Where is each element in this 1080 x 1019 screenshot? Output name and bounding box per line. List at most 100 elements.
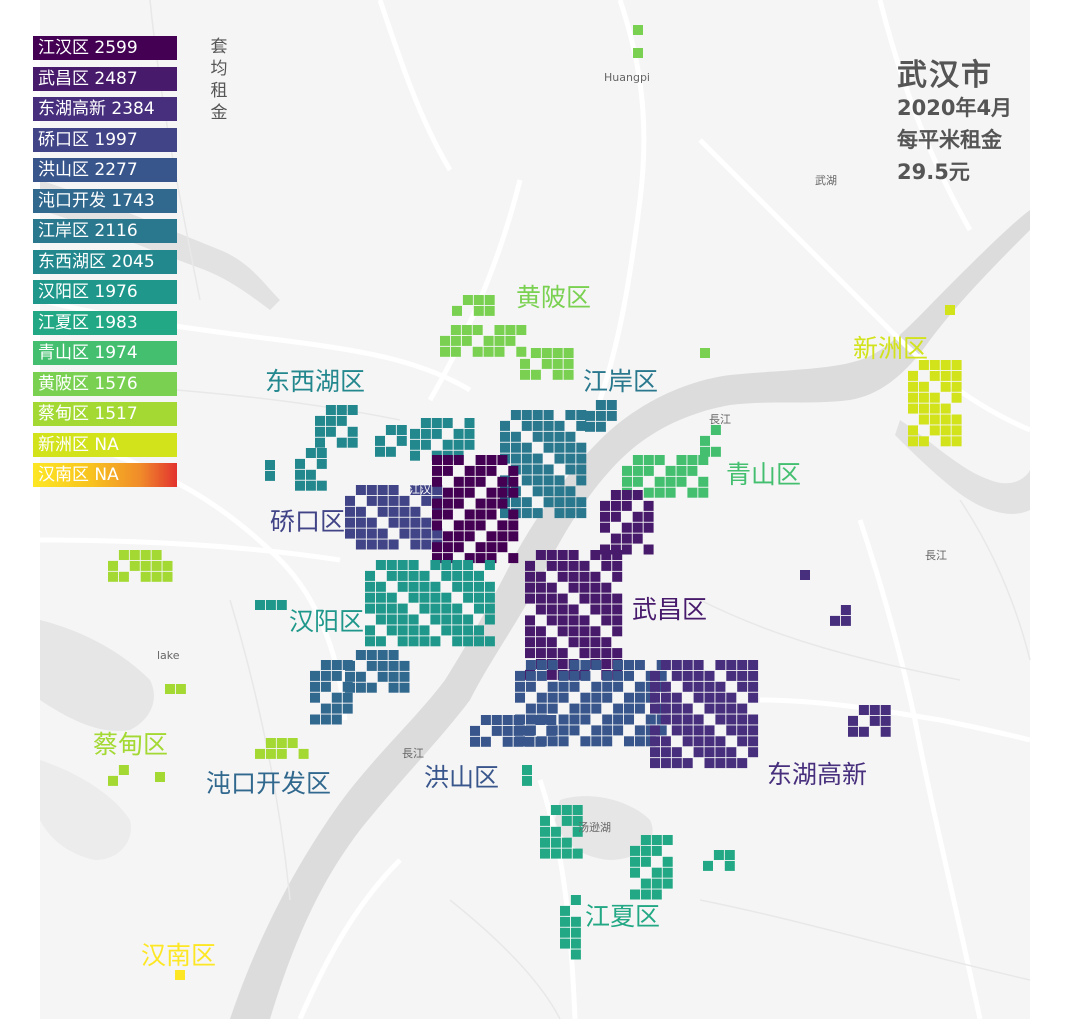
rent-cell-jianghan (464, 520, 475, 531)
rent-cell-hongshan (480, 736, 491, 747)
rent-cell-wuchang (557, 550, 568, 560)
rent-cell-jiangxia (651, 845, 662, 856)
rent-cell-qingshan (698, 455, 709, 465)
rent-cell-donghu (682, 725, 693, 736)
rent-cell-xinzhou (929, 392, 940, 403)
rent-cell-hongshan (624, 736, 634, 747)
rent-cell-wuchang (579, 582, 590, 593)
rent-cell-qiaokou (366, 517, 377, 528)
rent-cell-hongshan (502, 736, 513, 747)
rent-cell-qiaokou (388, 495, 399, 506)
rent-cell-wuchang (601, 604, 612, 615)
district-label-zhuankou: 沌口开发区 (206, 769, 332, 798)
rent-cell-hongshan (569, 725, 580, 736)
rent-cell-hongshan (580, 670, 591, 681)
rent-cell-zhuankou (377, 660, 388, 671)
rent-cell-huangpi (472, 325, 483, 335)
rent-cell-wuchang (535, 571, 546, 582)
rent-cell-wuchang (557, 648, 568, 659)
rent-cell-jianghan (508, 520, 519, 531)
rent-cell-hanyang (375, 614, 386, 625)
rent-cell-hanyang (397, 603, 408, 614)
rent-cell-jianghan (464, 465, 475, 476)
rent-cell-wuchang (546, 560, 557, 571)
rent-cell-hongshan (502, 715, 513, 725)
district-label-huangpi: 黄陂区 (516, 283, 592, 312)
rent-cell-qingshan (654, 476, 665, 487)
rent-cell-hongshan (525, 703, 536, 714)
rent-cell-dongxihu (295, 480, 305, 491)
rent-cell-qingshan (643, 455, 654, 465)
rent-cell-wuchang (535, 626, 546, 637)
rent-cell-hanyang (463, 560, 474, 570)
basemap-label-changjiang-1: 長江 (709, 413, 731, 426)
rent-cell-dongxihu (305, 448, 316, 458)
rent-cell-jianghan (475, 553, 486, 564)
rent-cell-qiaokou (421, 539, 432, 550)
rent-cell-huangpi (530, 348, 541, 358)
rent-cell-qiaokou (377, 495, 388, 506)
rent-cell-hongshan (613, 670, 624, 681)
rent-cell-donghu (840, 615, 851, 626)
rent-cell-jianghan (475, 509, 486, 520)
rent-cell-donghu (880, 726, 891, 737)
rent-cell-donghu (650, 692, 660, 703)
rent-cell-huangpi (494, 346, 505, 357)
rent-cell-wuchang (525, 637, 535, 648)
rent-cell-huangpi (461, 325, 472, 335)
rent-cell-wuchang (643, 511, 654, 522)
rent-cell-jianghan (497, 520, 508, 531)
rent-cell-jiangxia (630, 845, 640, 856)
rent-cell-hanyang (452, 636, 463, 647)
rent-cell-wuchang (621, 522, 632, 533)
rent-cell-jiangan (554, 486, 565, 497)
rent-cell-jiangxia (724, 850, 735, 860)
rent-cell-zhuankou (388, 671, 399, 682)
rent-cell-zhuankou (331, 714, 342, 725)
rent-cell-jiangan (595, 421, 606, 432)
rent-cell-hongshan (536, 670, 547, 681)
rent-cell-jianghan (475, 498, 486, 509)
legend-item-zhuankou: 沌口开发 1743 (33, 188, 177, 213)
rent-cell-zhuankou (310, 681, 320, 692)
rent-cell-huangpi (494, 335, 505, 346)
rent-cell-donghu (737, 681, 748, 692)
rent-cell-dongxihu (410, 439, 420, 450)
rent-cell-xinzhou (951, 392, 962, 403)
rent-cell-dongxihu (420, 439, 431, 450)
rent-cell-dongxihu (431, 418, 442, 428)
rent-cell-jiangxia (570, 927, 581, 938)
rent-cell-qiaokou (366, 528, 377, 539)
rent-cell-hongshan (591, 703, 602, 714)
rent-cell-hanyang (408, 592, 419, 603)
rent-cell-wuchang (568, 626, 579, 637)
rent-cell-caidian (265, 748, 276, 759)
rent-cell-donghu (748, 692, 759, 703)
rent-cell-wuchang (579, 626, 590, 637)
rent-cell-jiangxia (570, 916, 581, 927)
rent-cell-huangpi (484, 295, 495, 305)
rent-cell-jiangan (500, 508, 510, 519)
legend-item-jiangxia: 江夏区 1983 (33, 310, 177, 335)
rent-cell-hanyang (484, 614, 495, 625)
legend-item-qingshan: 青山区 1974 (33, 341, 177, 365)
rent-cell-jiangxia (651, 878, 662, 889)
rent-cell-donghu (737, 736, 748, 747)
rent-cell-dongxihu (431, 428, 442, 439)
rent-cell-hongshan (602, 681, 613, 692)
rent-cell-dongxihu (347, 437, 358, 448)
rent-cell-hanyang (441, 560, 452, 570)
rent-cell-jiangan (521, 453, 532, 464)
rent-cell-zhuankou (399, 682, 410, 693)
rent-cell-dongxihu (295, 469, 305, 480)
rent-cell-jiangan (576, 464, 587, 475)
rent-cell-wuchang (601, 637, 612, 648)
district-label-jiangxia: 江夏区 (585, 902, 661, 931)
rent-cell-wuchang (546, 615, 557, 626)
rent-cell-qiaokou (366, 485, 377, 495)
rent-cell-wuchang (557, 560, 568, 571)
rent-cell-wuchang (643, 544, 654, 555)
rent-cell-wuchang (612, 626, 623, 637)
rent-cell-jianghan (464, 531, 475, 542)
